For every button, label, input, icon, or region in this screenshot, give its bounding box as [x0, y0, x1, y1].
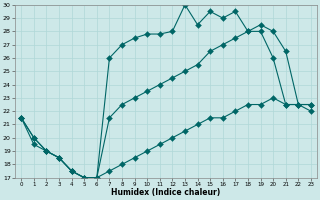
- X-axis label: Humidex (Indice chaleur): Humidex (Indice chaleur): [111, 188, 221, 197]
